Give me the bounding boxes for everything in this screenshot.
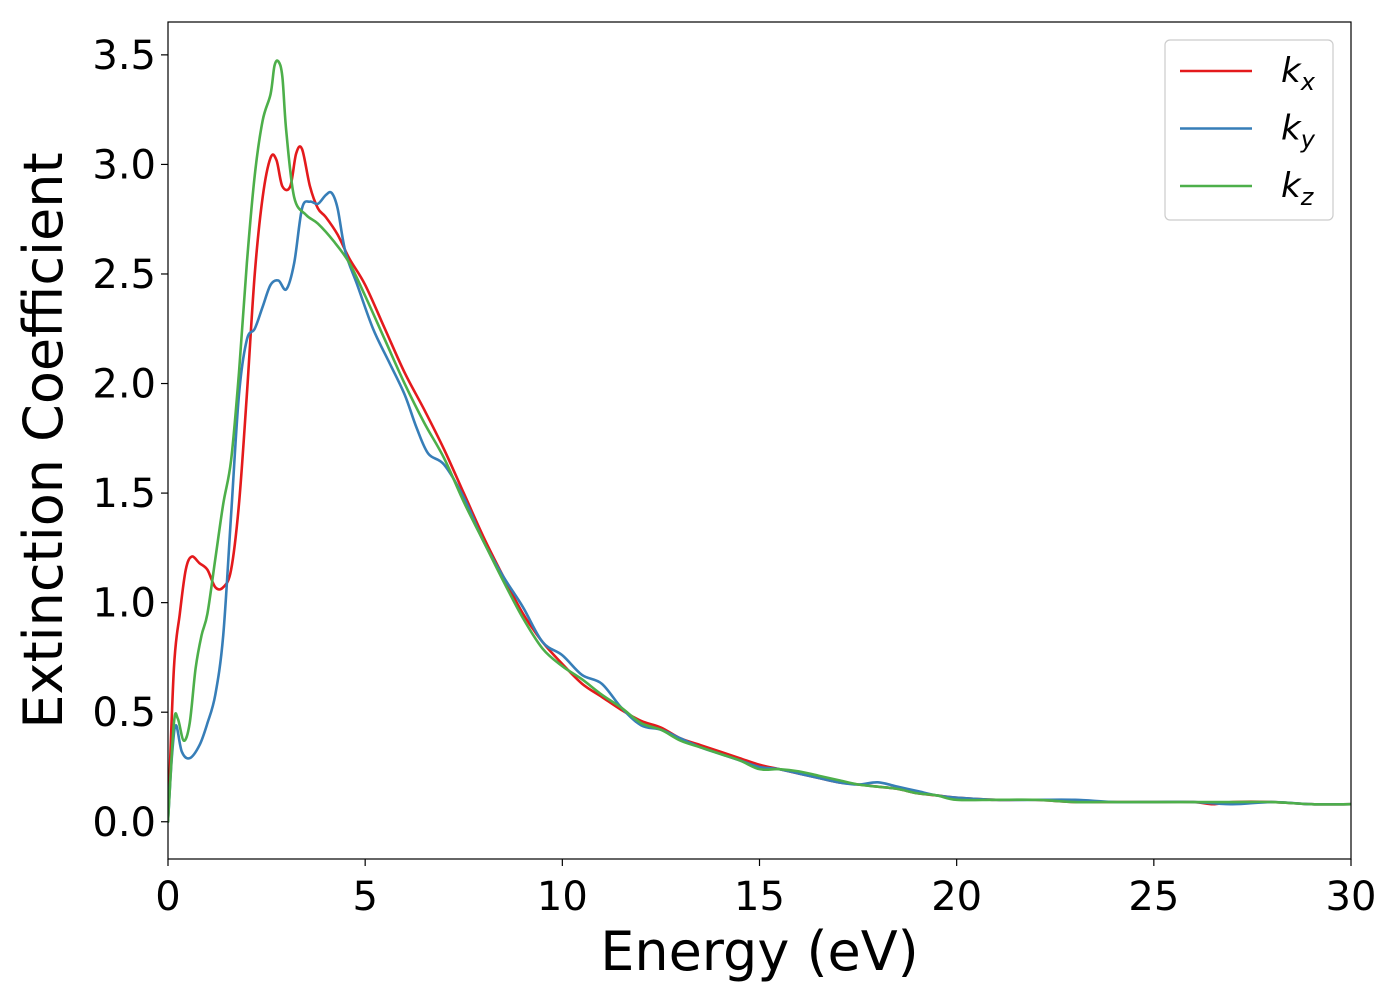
x-tick-label: 25 [1128,874,1179,920]
legend-label-z: kz [1281,166,1315,211]
x-tick-label: 15 [734,874,785,920]
x-tick-label: 30 [1326,874,1377,920]
y-tick-label: 2.5 [92,252,156,298]
series-line-y [168,190,1351,824]
series-line-z [168,59,1351,824]
y-tick-label: 0.0 [92,800,156,846]
y-axis-title: Extinction Coefficient [12,152,75,728]
legend-label-x: kx [1281,51,1316,96]
y-tick-label: 2.0 [92,362,156,408]
legend: kx ky kz [1164,39,1334,221]
y-tick-label: 1.0 [92,581,156,627]
x-tick-label: 20 [931,874,982,920]
y-tick-label: 3.0 [92,142,156,188]
y-tick-label: 1.5 [92,471,156,517]
x-tick-label: 5 [352,874,377,920]
x-axis-title: Energy (eV) [600,920,919,983]
x-tick-label: 10 [537,874,588,920]
y-axis: 0.0 0.5 1.0 1.5 2.0 2.5 3.0 3.5 [92,33,168,846]
series-layer [168,59,1351,824]
y-tick-label: 3.5 [92,33,156,79]
legend-frame [1164,39,1334,221]
x-tick-label: 0 [155,874,180,920]
x-axis: 0 5 10 15 20 25 30 [155,859,1376,920]
legend-label-y: ky [1281,109,1316,154]
y-tick-label: 0.5 [92,690,156,736]
